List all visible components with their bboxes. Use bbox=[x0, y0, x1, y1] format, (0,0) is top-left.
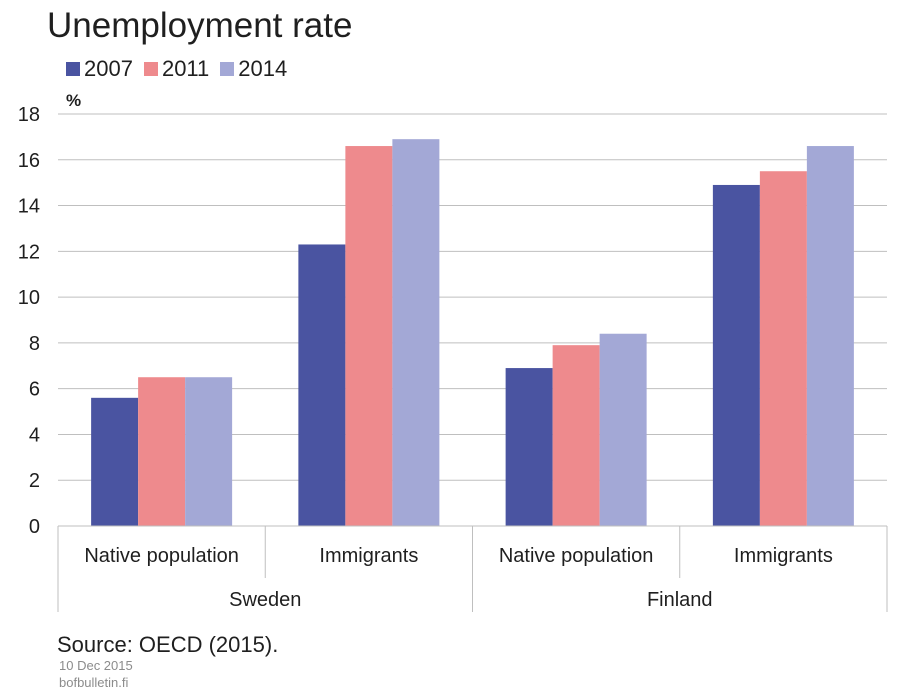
bars bbox=[91, 139, 854, 527]
bar-2014 bbox=[599, 333, 647, 526]
bar-2011 bbox=[138, 377, 186, 526]
legend-label-2014: 2014 bbox=[238, 56, 288, 81]
y-tick-label: 2 bbox=[29, 470, 40, 492]
y-tick-label: 8 bbox=[29, 333, 40, 355]
axes: 0 2 4 6 8 10 12 14 16 18 Native population Immigran… bbox=[18, 104, 888, 612]
bar-2011 bbox=[345, 146, 393, 527]
bar-2007 bbox=[298, 244, 346, 526]
x-tick-label: Immigrants bbox=[319, 545, 418, 567]
bar-2007 bbox=[505, 368, 553, 526]
publisher-site: bofbulletin.fi bbox=[59, 675, 129, 690]
legend-swatch-2014 bbox=[220, 62, 235, 76]
legend-swatch-2011 bbox=[143, 62, 158, 76]
bar-2011 bbox=[759, 171, 807, 526]
legend-item-2014: 2014 bbox=[220, 56, 287, 82]
legend: 2007 2011 2014 bbox=[66, 56, 287, 82]
x-tick-label: Native population bbox=[84, 545, 239, 567]
legend-item-2007: 2007 bbox=[66, 56, 133, 82]
x-tick-label: Native population bbox=[499, 545, 654, 567]
bar-chart: 0 2 4 6 8 10 12 14 16 18 Native population Immigran… bbox=[18, 91, 888, 612]
legend-label-2011: 2011 bbox=[161, 56, 210, 81]
y-tick-label: 0 bbox=[29, 516, 40, 538]
bar-2011 bbox=[552, 345, 600, 526]
bar-2014 bbox=[185, 377, 233, 526]
bar-2014 bbox=[806, 146, 854, 527]
x-tick-label: Immigrants bbox=[734, 545, 833, 567]
bar-2014 bbox=[392, 139, 440, 526]
bar-2007 bbox=[712, 184, 760, 526]
y-tick-label: 10 bbox=[18, 287, 40, 309]
legend-swatch-2007 bbox=[66, 62, 80, 76]
y-axis-unit-label: % bbox=[66, 91, 81, 110]
y-tick-label: 4 bbox=[29, 424, 40, 446]
legend-item-2011: 2011 bbox=[143, 56, 210, 82]
legend-label-2007: 2007 bbox=[84, 56, 133, 81]
y-tick-label: 12 bbox=[18, 241, 40, 263]
group-label: Finland bbox=[647, 589, 713, 611]
y-tick-label: 16 bbox=[18, 150, 40, 172]
source-note: Source: OECD (2015). bbox=[57, 632, 279, 657]
y-tick-label: 14 bbox=[18, 196, 40, 218]
group-label: Sweden bbox=[229, 589, 301, 611]
y-tick-label: 18 bbox=[18, 104, 40, 126]
publication-date: 10 Dec 2015 bbox=[59, 658, 133, 673]
chart-title: Unemployment rate bbox=[47, 6, 353, 45]
bar-2007 bbox=[91, 397, 139, 526]
y-tick-label: 6 bbox=[29, 379, 40, 401]
